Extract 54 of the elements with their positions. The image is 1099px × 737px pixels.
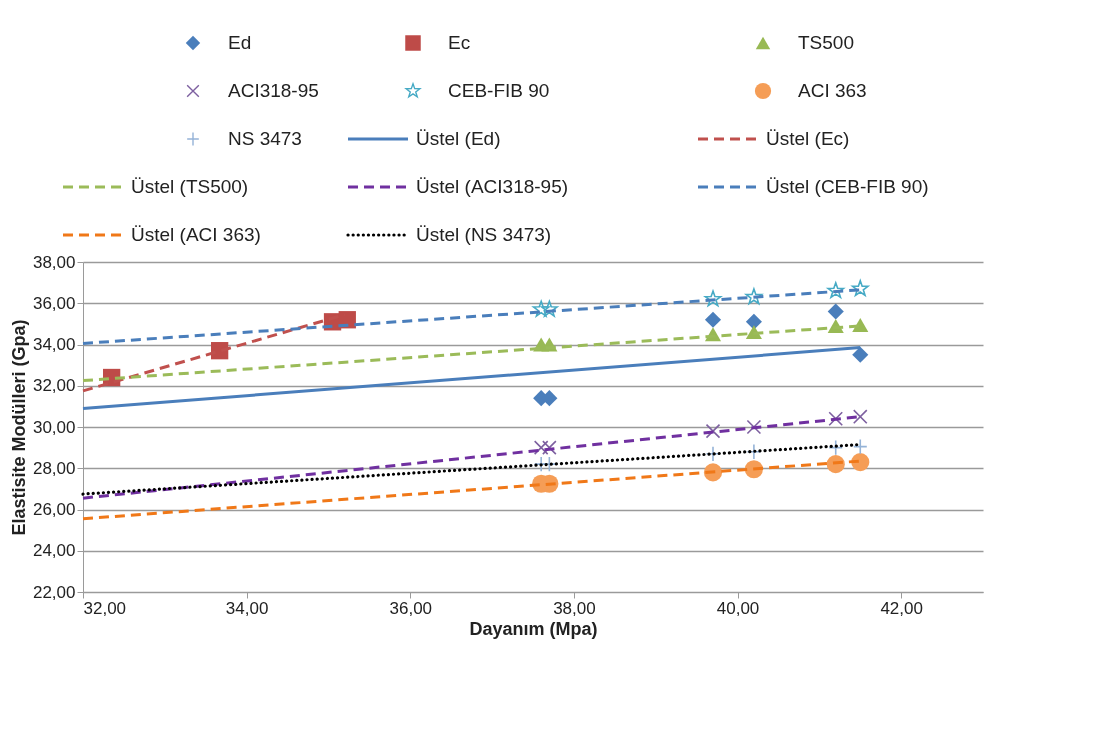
x-tick-label: 34,00 xyxy=(225,598,269,618)
y-tick-label: 38,00 xyxy=(32,252,76,272)
point xyxy=(852,438,868,455)
point xyxy=(542,456,557,473)
legend-label: Ec xyxy=(448,32,471,53)
y-tick-label: 26,00 xyxy=(32,500,76,519)
legend-label: ACI318-95 xyxy=(228,80,319,101)
x-tick-label: 36,00 xyxy=(389,598,433,618)
legend-label: Üstel (CEB-FIB 90) xyxy=(766,176,929,197)
point xyxy=(827,282,845,299)
legend-label: NS 3473 xyxy=(228,128,302,149)
x-tick-label: 38,00 xyxy=(553,598,596,618)
point xyxy=(828,439,844,456)
point xyxy=(745,313,762,330)
legend-label: Ed xyxy=(228,32,252,53)
point xyxy=(851,279,869,297)
x-tick-label: 42,00 xyxy=(880,598,923,618)
point xyxy=(852,317,869,332)
y-tick-label: 24,00 xyxy=(32,541,76,561)
point xyxy=(705,423,721,439)
point xyxy=(532,300,550,317)
y-axis-title: Elastisite Modülleri (Gpa) xyxy=(8,319,29,536)
point xyxy=(851,453,870,472)
point xyxy=(852,409,868,425)
point xyxy=(827,303,844,320)
point xyxy=(852,346,869,363)
y-tick-label: 32,00 xyxy=(32,376,76,396)
y-tick-label: 34,00 xyxy=(32,335,76,354)
point xyxy=(540,300,558,317)
legend-label: Üstel (Ed) xyxy=(416,128,501,149)
point xyxy=(704,311,722,328)
legend-label: CEB-FIB 90 xyxy=(448,80,550,101)
legend-label: Üstel (ACI 363) xyxy=(131,224,261,245)
y-tick-label: 22,00 xyxy=(32,582,76,602)
point xyxy=(745,288,763,305)
point xyxy=(828,411,844,427)
legend-label: Üstel (NS 3473) xyxy=(416,224,552,245)
point xyxy=(746,443,762,460)
x-axis-title: Dayanım (Mpa) xyxy=(469,618,598,639)
legend-label: Üstel (TS500) xyxy=(131,176,249,197)
legend-label: TS500 xyxy=(798,32,854,53)
point xyxy=(542,440,557,455)
point xyxy=(705,445,721,462)
x-tick-label: 32,00 xyxy=(83,598,127,618)
y-tick-label: 30,00 xyxy=(32,417,76,437)
point xyxy=(533,440,549,455)
legend-label: Üstel (ACI318-95) xyxy=(416,176,569,197)
x-tick-label: 40,00 xyxy=(716,598,760,618)
point xyxy=(746,419,762,435)
point xyxy=(704,290,722,307)
legend-label: ACI 363 xyxy=(798,80,867,101)
y-tick-label: 28,00 xyxy=(32,458,76,478)
y-tick-label: 36,00 xyxy=(32,293,76,313)
legend-label: Üstel (Ec) xyxy=(766,128,850,149)
